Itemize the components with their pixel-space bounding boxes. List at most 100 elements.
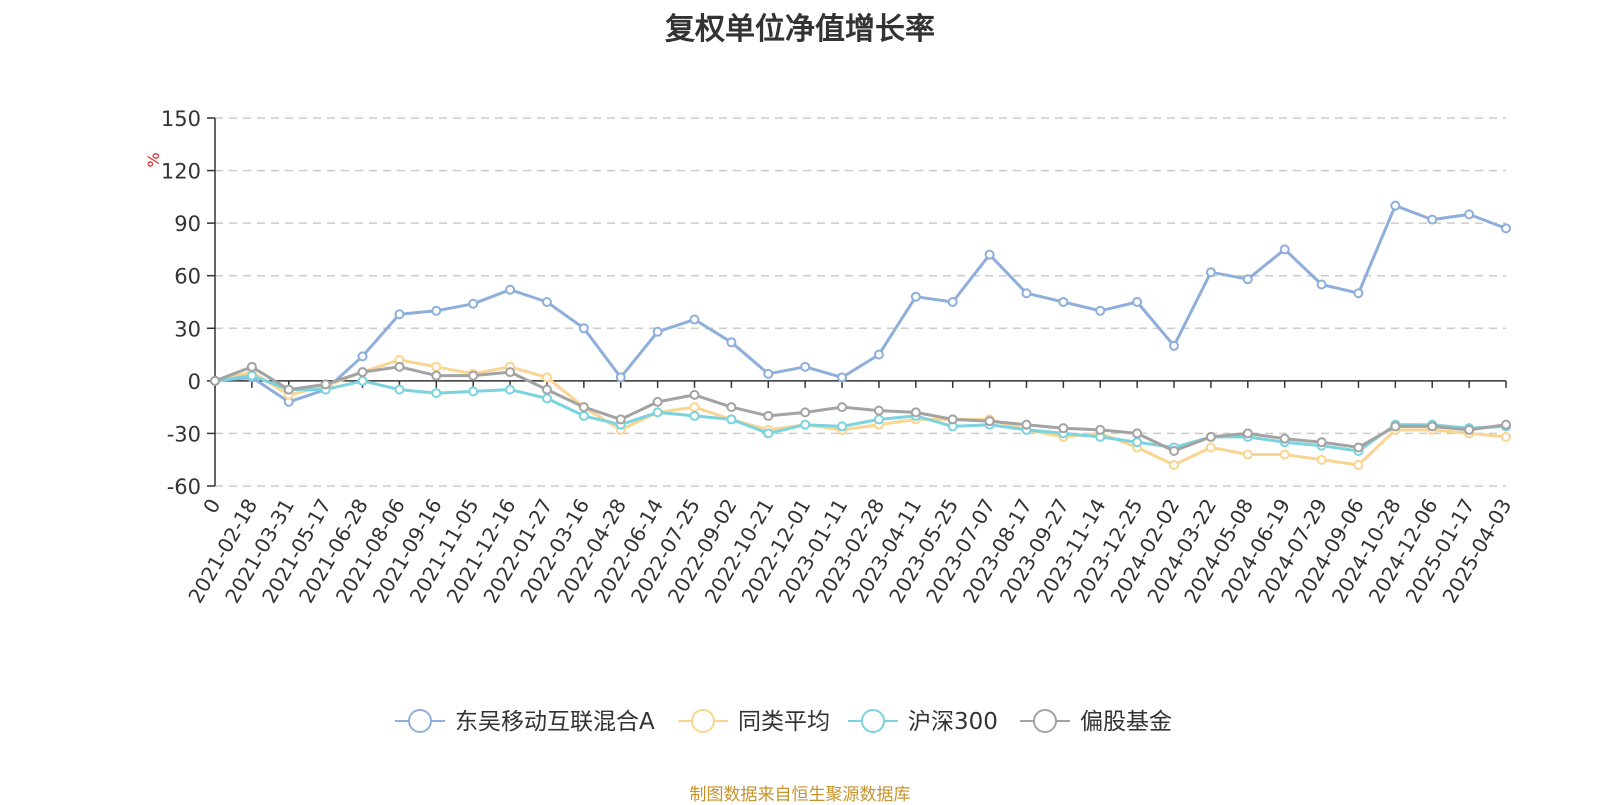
series-line [213,358,1508,467]
series-lines [210,200,1511,470]
data-point [357,351,368,362]
data-point [1132,428,1143,439]
data-point [431,388,442,399]
data-point [1169,459,1180,470]
data-point [689,402,700,413]
legend-label: 东吴移动互联混合A [455,709,655,735]
data-point [394,309,405,320]
data-point [431,305,442,316]
data-point [1501,431,1511,442]
data-point [1095,424,1106,435]
data-point [1353,442,1364,453]
data-point [394,361,405,372]
data-point [1242,449,1253,460]
data-point [1095,305,1106,316]
data-point [837,421,848,432]
data-point [763,368,774,379]
legend-label: 偏股基金 [1080,709,1172,735]
data-point [505,367,516,378]
series-line [213,365,1508,453]
data-point [1279,449,1290,460]
data-point [726,402,737,413]
y-tick-label: -30 [167,422,201,446]
data-point [578,323,589,334]
data-point [1205,431,1216,442]
data-point [837,402,848,413]
data-point [1427,214,1438,225]
data-point [726,337,737,348]
x-tick-label: 0 [198,495,225,518]
legend-marker [1033,709,1057,733]
data-point [652,407,663,418]
data-point [505,384,516,395]
data-point [357,367,368,378]
data-point [652,326,663,337]
legend-marker [408,709,432,733]
data-point [1242,274,1253,285]
legend-marker [691,709,715,733]
data-point [615,372,626,383]
source-note: 制图数据来自恒生聚源数据库 [689,785,911,805]
data-point [1058,423,1069,434]
data-point [1205,442,1216,453]
data-point [1390,200,1401,211]
data-point [873,414,884,425]
data-point [1279,433,1290,444]
data-point [468,298,479,309]
data-point [1316,279,1327,290]
data-point [615,414,626,425]
data-point [578,410,589,421]
data-point [947,297,958,307]
y-tick-label: 30 [174,317,201,341]
data-point [1390,421,1401,432]
data-point [246,370,257,381]
data-point [873,405,884,416]
data-point [984,249,995,260]
data-point [800,419,811,430]
data-point [468,386,479,397]
data-point [1316,437,1327,448]
data-point [246,361,257,372]
data-point [1353,459,1364,470]
data-point [1501,223,1511,234]
data-point [800,407,811,418]
y-tick-label: 0 [188,370,201,394]
data-point [910,407,921,418]
data-point [689,410,700,421]
data-point [873,349,884,360]
data-point [1464,209,1475,220]
y-tick-label: 90 [174,212,201,236]
data-point [541,297,552,307]
series-line [213,204,1508,404]
legend-marker [861,709,885,733]
data-point [1021,419,1032,430]
axes: 1501209060300-30-60%02021-02-182021-03-3… [144,107,1516,607]
y-axis-unit: % [144,152,163,167]
data-point [652,396,663,407]
data-point [541,384,552,395]
data-point [1464,424,1475,435]
y-tick-label: 150 [161,107,201,131]
chart-title: 复权单位净值增长率 [665,12,935,47]
data-point [578,402,589,413]
data-point [800,361,811,372]
data-point [1205,267,1216,278]
data-point [910,291,921,302]
data-point [1279,244,1290,255]
data-point [1353,288,1364,299]
data-point [468,370,479,381]
data-point [1021,288,1032,299]
data-point [763,410,774,421]
data-point [1501,419,1511,430]
data-point [1316,454,1327,465]
data-point [1132,297,1143,307]
series-line [213,374,1508,453]
data-point [541,372,552,383]
data-point [431,361,442,372]
data-point [283,384,294,395]
data-point [541,393,552,404]
data-point [726,414,737,425]
data-point [320,379,331,390]
data-point [1169,340,1180,351]
